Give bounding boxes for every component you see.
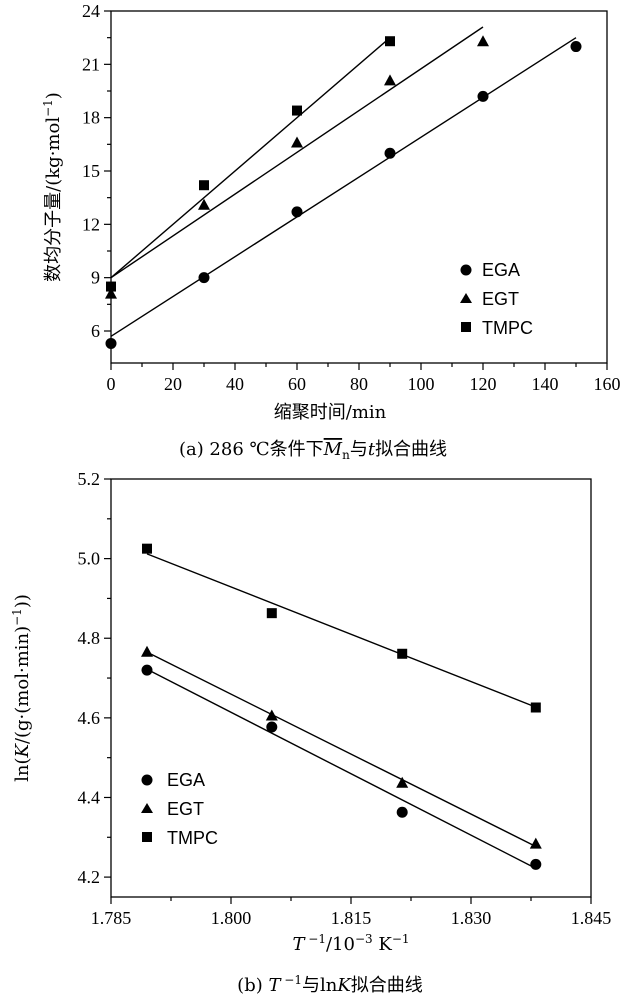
a-point-tmpc <box>106 281 116 292</box>
a-fit-line-egt <box>110 26 484 279</box>
a-x-tick-labels: 0 20 40 60 80 100 120 140 160 <box>107 374 621 394</box>
b-axis-ticks <box>104 478 592 904</box>
b-plot-frame <box>110 478 592 898</box>
b-y-tick-labels: 4.2 4.4 4.6 4.8 5.0 5.2 <box>78 469 101 887</box>
b-x-tick-label: 1.800 <box>211 908 252 928</box>
a-point-egt <box>384 74 396 86</box>
b-point-tmpc <box>142 543 152 554</box>
a-y-tick-label: 12 <box>82 214 100 234</box>
a-point-tmpc <box>199 180 209 191</box>
a-y-tick-label: 15 <box>82 161 100 181</box>
b-point-ega <box>530 858 542 870</box>
b-x-axis-label: T −1/10−3 K−1 <box>292 932 409 955</box>
b-point-egt <box>265 709 278 721</box>
b-x-tick-label: 1.830 <box>451 908 492 928</box>
a-point-ega <box>105 337 117 349</box>
a-point-egt <box>477 35 489 47</box>
a-x-tick-label: 60 <box>288 374 306 394</box>
a-fit-line-ega <box>110 37 577 337</box>
a-x-axis-label: 缩聚时间/min <box>274 402 387 423</box>
b-caption: (b) T −1与lnK拟合曲线 <box>237 973 423 996</box>
a-point-ega <box>198 272 210 284</box>
b-x-tick-label: 1.785 <box>91 908 132 928</box>
a-plot-frame <box>110 10 608 364</box>
a-point-tmpc <box>385 36 395 47</box>
a-point-tmpc <box>292 105 302 116</box>
b-legend-label-ega: EGA <box>167 770 205 790</box>
b-y-tick-label: 4.4 <box>78 787 101 807</box>
a-legend: EGA EGT TMPC <box>460 260 533 338</box>
b-x-tick-label: 1.815 <box>331 908 372 928</box>
a-point-egt <box>105 287 117 299</box>
b-fit-line-tmpc <box>146 553 537 708</box>
b-y-tick-label: 5.0 <box>78 549 101 569</box>
a-y-tick-label: 6 <box>91 321 100 341</box>
a-y-tick-label: 24 <box>82 1 100 21</box>
a-point-egt <box>291 136 303 148</box>
b-legend-marker-tmpc <box>142 832 152 842</box>
panel-b: 1.785 1.800 1.815 1.830 1.845 4.2 4.4 4.6 4.8 5.… <box>10 469 611 996</box>
b-y-tick-label: 4.8 <box>78 628 101 648</box>
a-x-tick-label: 20 <box>164 374 182 394</box>
b-point-ega <box>396 806 408 818</box>
b-point-egt <box>141 645 153 657</box>
b-point-tmpc <box>266 608 277 619</box>
b-y-tick-label: 4.2 <box>78 867 101 887</box>
b-point-egt <box>529 837 542 849</box>
a-x-tick-label: 0 <box>107 374 116 394</box>
a-data-points <box>105 35 582 349</box>
b-y-tick-label: 4.6 <box>78 708 101 728</box>
a-x-tick-label: 140 <box>532 374 559 394</box>
b-data-points <box>141 543 542 870</box>
b-point-tmpc <box>530 702 541 713</box>
a-x-tick-label: 120 <box>470 374 497 394</box>
a-axis-ticks <box>104 10 608 370</box>
b-point-ega <box>141 664 153 676</box>
b-legend-marker-egt <box>141 803 153 813</box>
a-x-tick-label: 100 <box>408 374 435 394</box>
a-legend-label-ega: EGA <box>482 260 520 280</box>
a-y-tick-label: 21 <box>82 54 100 74</box>
b-point-ega <box>266 721 278 733</box>
a-fit-lines <box>110 26 577 337</box>
panel-a: 0 20 40 60 80 100 120 140 160 6 9 12 15 18 21 24 缩聚时间/… <box>41 1 621 462</box>
a-y-tick-label: 18 <box>82 108 100 128</box>
b-fit-line-egt <box>146 651 537 848</box>
b-point-tmpc <box>397 648 408 659</box>
a-x-tick-label: 40 <box>226 374 244 394</box>
a-x-tick-label: 80 <box>350 374 368 394</box>
a-legend-label-tmpc: TMPC <box>482 318 533 338</box>
a-point-ega <box>477 90 489 102</box>
a-y-tick-labels: 6 9 12 15 18 21 24 <box>82 1 100 341</box>
b-x-tick-label: 1.845 <box>571 908 612 928</box>
b-fit-lines <box>146 553 537 869</box>
b-legend-label-tmpc: TMPC <box>167 828 218 848</box>
a-y-axis-label: 数均分子量/(kg·mol−1) <box>41 92 64 282</box>
b-legend-label-egt: EGT <box>167 799 204 819</box>
a-y-tick-label: 9 <box>91 268 100 288</box>
a-point-ega <box>570 41 582 53</box>
a-legend-marker-egt <box>460 293 472 303</box>
b-fit-line-ega <box>146 668 537 869</box>
a-fit-line-tmpc <box>110 37 391 279</box>
b-x-tick-labels: 1.785 1.800 1.815 1.830 1.845 <box>91 908 612 928</box>
a-legend-marker-tmpc <box>461 322 471 332</box>
b-y-tick-label: 5.2 <box>78 469 101 489</box>
b-point-egt <box>396 776 409 788</box>
a-x-tick-label: 160 <box>594 374 621 394</box>
a-legend-label-egt: EGT <box>482 289 519 309</box>
b-legend: EGA EGT TMPC <box>141 770 218 848</box>
a-legend-marker-ega <box>460 264 472 276</box>
a-caption: (a) 286 ℃条件下Mn与t拟合曲线 <box>179 439 447 462</box>
a-point-ega <box>384 147 396 159</box>
b-y-axis-label: ln(K/(g·(mol·min)−1)) <box>10 594 33 782</box>
a-point-ega <box>291 206 303 218</box>
b-legend-marker-ega <box>141 774 153 786</box>
a-point-egt <box>198 198 210 210</box>
